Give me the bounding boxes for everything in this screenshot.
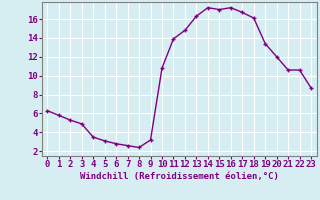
X-axis label: Windchill (Refroidissement éolien,°C): Windchill (Refroidissement éolien,°C)	[80, 172, 279, 181]
